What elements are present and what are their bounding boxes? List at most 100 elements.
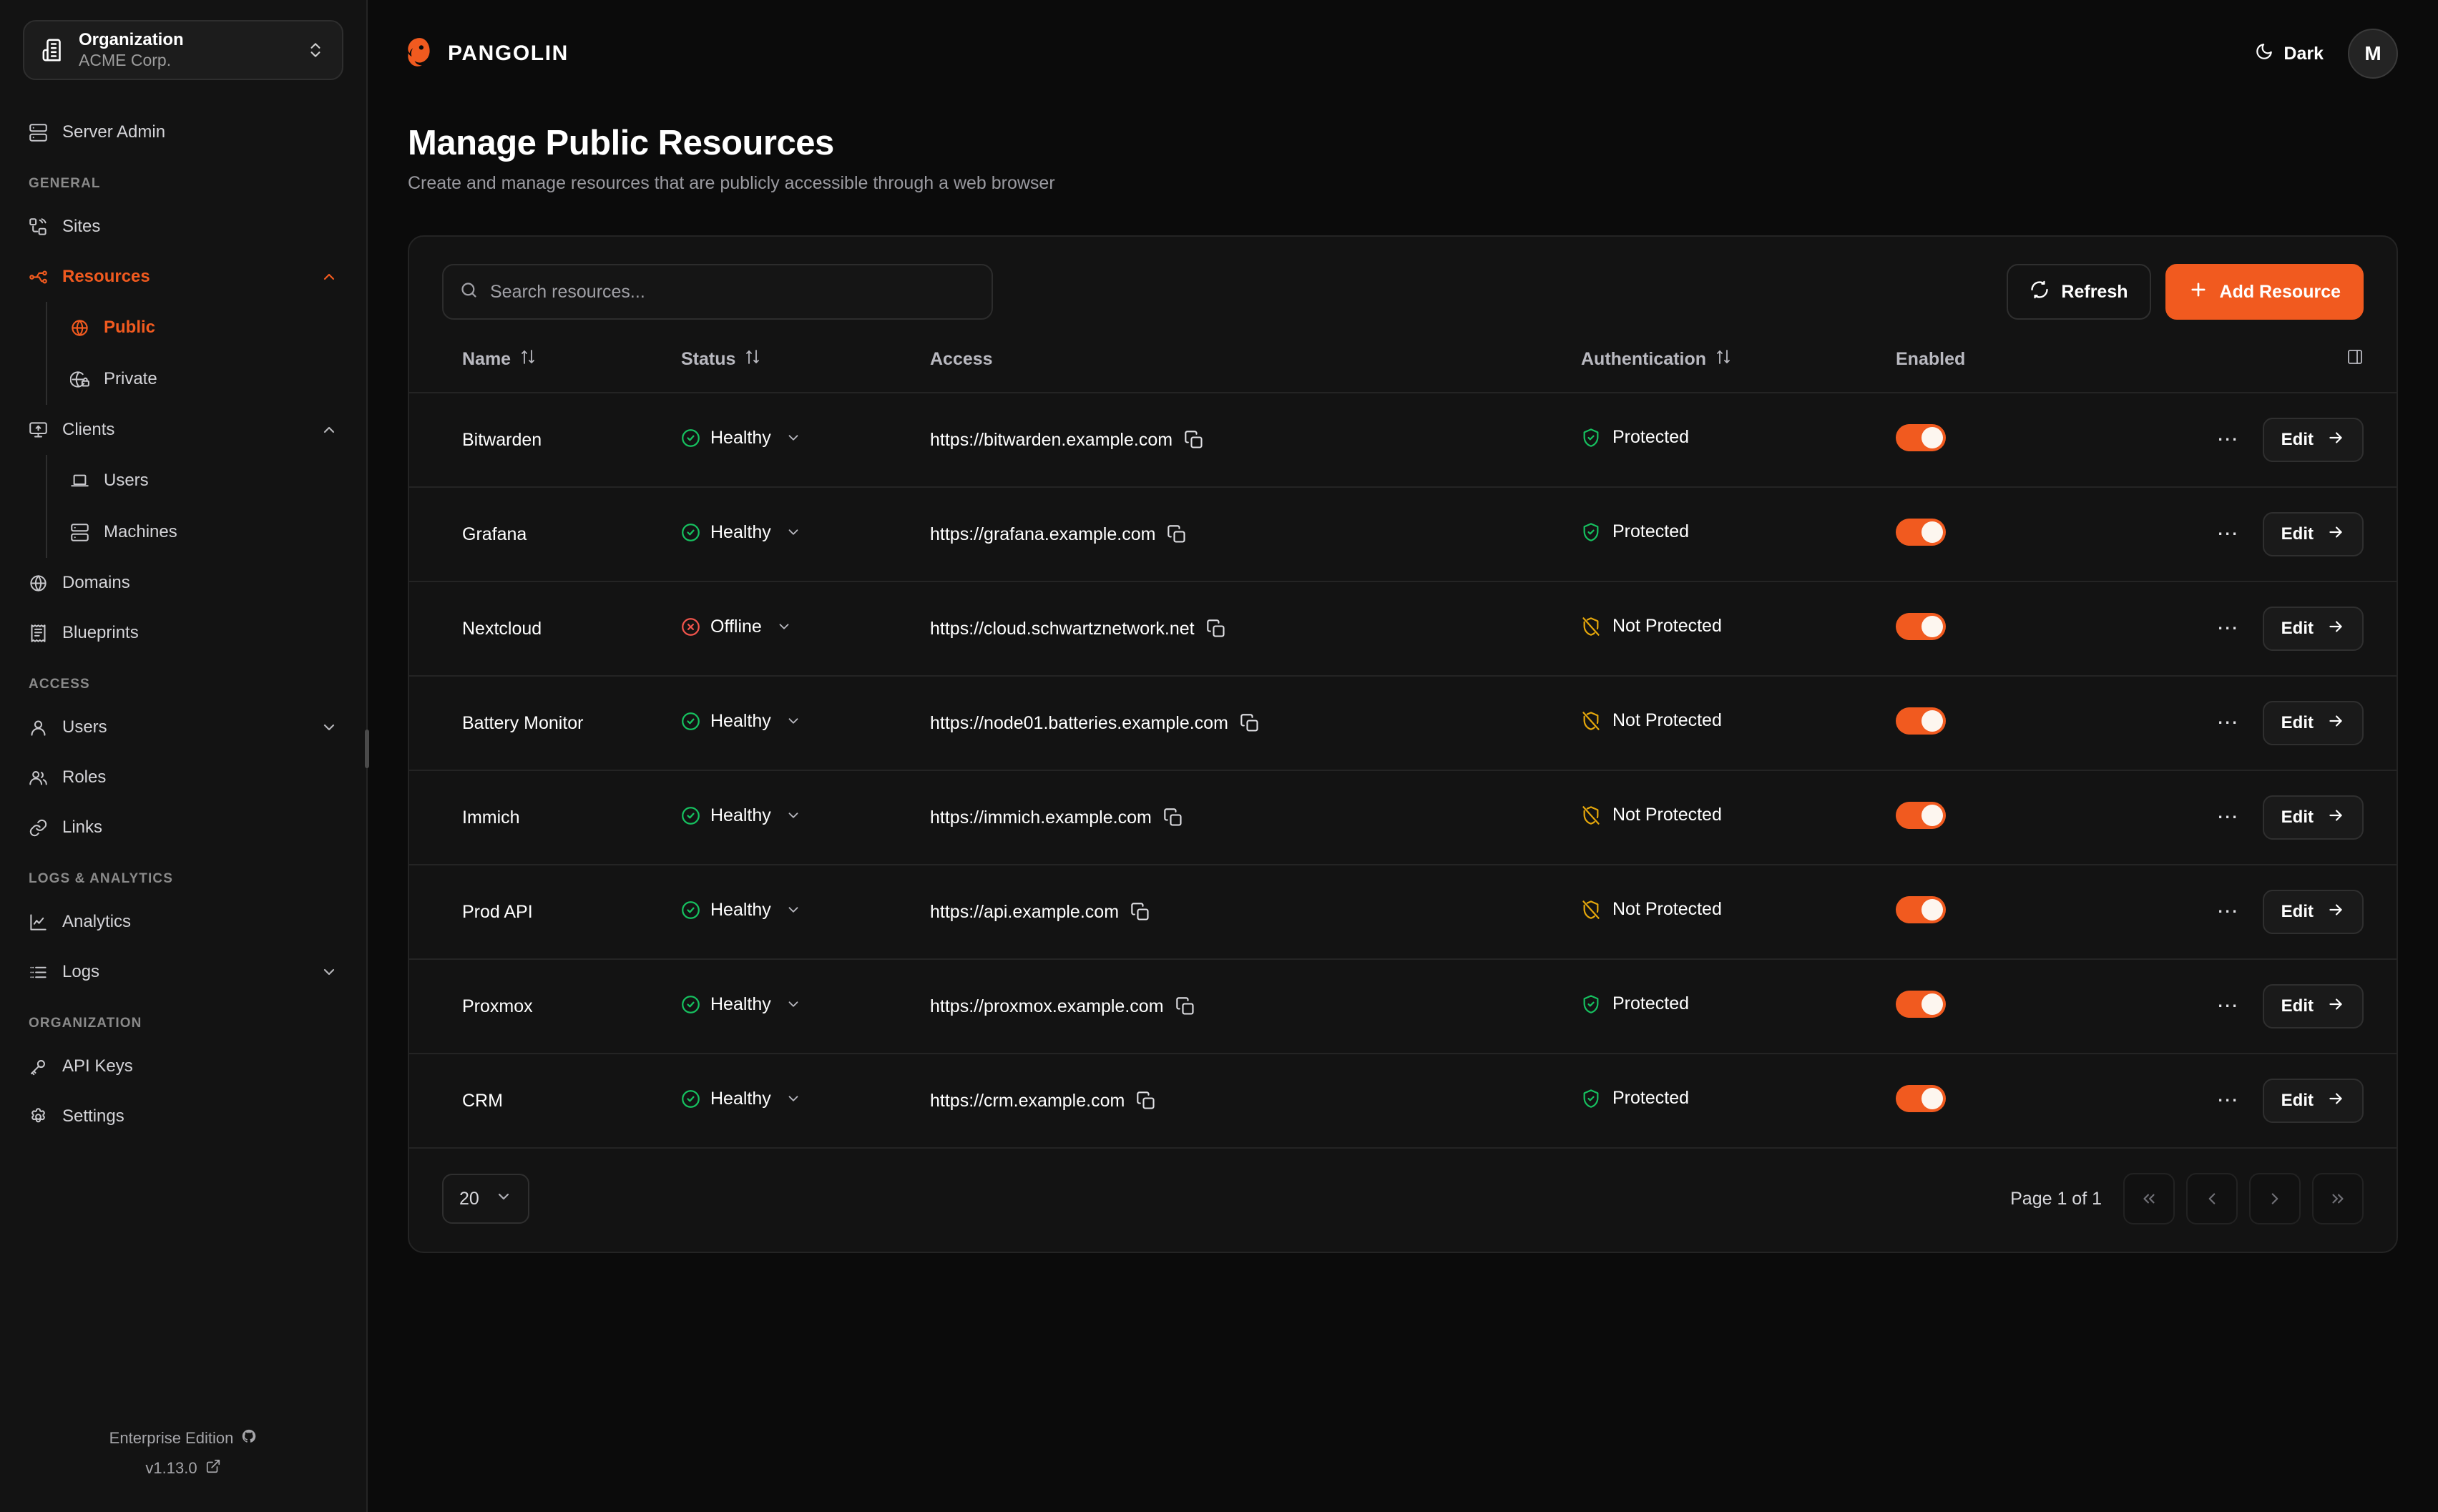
status-badge[interactable]: Healthy (681, 522, 801, 543)
enabled-toggle[interactable] (1896, 423, 1946, 451)
status-badge[interactable]: Healthy (681, 994, 801, 1015)
sidebar-item-blueprints[interactable]: Blueprints (0, 608, 366, 658)
status-badge[interactable]: Healthy (681, 1089, 801, 1109)
status-badge[interactable]: Offline (681, 617, 792, 637)
first-page-button[interactable] (2123, 1173, 2175, 1224)
sidebar-item-domains[interactable]: Domains (0, 558, 366, 608)
status-badge[interactable]: Healthy (681, 711, 801, 732)
row-menu-button[interactable]: ⋯ (2210, 610, 2247, 647)
sort-icon[interactable] (744, 348, 761, 370)
sidebar-item-machines[interactable]: Machines (47, 506, 366, 558)
row-menu-button[interactable]: ⋯ (2210, 1082, 2247, 1119)
edit-button[interactable]: Edit (2262, 1079, 2364, 1123)
column-header-name[interactable]: Name (409, 341, 681, 393)
add-resource-button[interactable]: Add Resource (2165, 264, 2364, 320)
sidebar-item-clients[interactable]: Clients (0, 405, 366, 455)
sidebar-item-api-keys[interactable]: API Keys (0, 1041, 366, 1091)
edit-button[interactable]: Edit (2262, 701, 2364, 745)
enabled-toggle[interactable] (1896, 518, 1946, 546)
enabled-toggle[interactable] (1896, 1084, 1946, 1112)
chevron-down-icon[interactable] (785, 430, 801, 446)
chevron-down-icon[interactable] (785, 1091, 801, 1106)
sidebar-item-roles[interactable]: Roles (0, 752, 366, 802)
edit-button[interactable]: Edit (2262, 984, 2364, 1029)
table-row[interactable]: Proxmox Healthy https://proxmox.example.co… (409, 959, 2397, 1054)
column-header-status[interactable]: Status (681, 341, 930, 393)
sidebar-item-settings[interactable]: Settings (0, 1091, 366, 1142)
table-row[interactable]: Nextcloud Offline https://cloud.schwartzne… (409, 581, 2397, 677)
edit-button[interactable]: Edit (2262, 607, 2364, 651)
chevron-down-icon[interactable] (785, 807, 801, 823)
copy-icon[interactable] (1130, 902, 1150, 922)
copy-icon[interactable] (1163, 807, 1183, 828)
status-badge[interactable]: Healthy (681, 805, 801, 826)
github-icon[interactable] (241, 1428, 257, 1448)
avatar[interactable]: M (2348, 29, 2398, 79)
status-badge[interactable]: Healthy (681, 428, 801, 448)
chevron-down-icon[interactable] (785, 524, 801, 540)
refresh-button[interactable]: Refresh (2007, 264, 2151, 320)
sidebar-item-logs[interactable]: Logs (0, 947, 366, 997)
row-menu-button[interactable]: ⋯ (2210, 893, 2247, 931)
edit-button[interactable]: Edit (2262, 890, 2364, 934)
resource-url[interactable]: https://grafana.example.com (930, 524, 1156, 544)
edit-button[interactable]: Edit (2262, 418, 2364, 462)
row-menu-button[interactable]: ⋯ (2210, 705, 2247, 742)
edit-button[interactable]: Edit (2262, 795, 2364, 840)
org-switcher[interactable]: Organization ACME Corp. (23, 20, 343, 80)
enabled-toggle[interactable] (1896, 707, 1946, 735)
sidebar-item-users[interactable]: Users (0, 702, 366, 752)
copy-icon[interactable] (1184, 430, 1204, 450)
copy-icon[interactable] (1136, 1091, 1156, 1111)
row-menu-button[interactable]: ⋯ (2210, 799, 2247, 836)
resource-url[interactable]: https://node01.batteries.example.com (930, 712, 1228, 733)
sidebar-item-public[interactable]: Public (47, 302, 366, 353)
chevron-down-icon[interactable] (320, 963, 338, 981)
table-row[interactable]: Battery Monitor Healthy https://node01.bat… (409, 676, 2397, 771)
enabled-toggle[interactable] (1896, 895, 1946, 923)
copy-icon[interactable] (1175, 996, 1195, 1016)
row-menu-button[interactable]: ⋯ (2210, 516, 2247, 553)
brand-logo[interactable]: PANGOLIN (401, 36, 569, 72)
copy-icon[interactable] (1167, 524, 1187, 544)
status-badge[interactable]: Healthy (681, 900, 801, 921)
edit-button[interactable]: Edit (2262, 512, 2364, 556)
chevron-up-icon[interactable] (320, 268, 338, 285)
search-input[interactable] (490, 281, 976, 303)
sidebar-item-analytics[interactable]: Analytics (0, 897, 366, 947)
enabled-toggle[interactable] (1896, 990, 1946, 1018)
chevron-down-icon[interactable] (776, 619, 792, 634)
previous-page-button[interactable] (2186, 1173, 2238, 1224)
resource-url[interactable]: https://proxmox.example.com (930, 996, 1164, 1016)
chevron-down-icon[interactable] (785, 902, 801, 918)
column-header-authentication[interactable]: Authentication (1581, 341, 1896, 393)
chevrons-up-down-icon[interactable] (306, 41, 325, 59)
last-page-button[interactable] (2312, 1173, 2364, 1224)
sidebar-resize-handle[interactable] (365, 730, 369, 768)
table-row[interactable]: CRM Healthy https://crm.example.com Protect… (409, 1054, 2397, 1147)
sort-icon[interactable] (1715, 348, 1732, 370)
table-row[interactable]: Grafana Healthy https://grafana.example.co… (409, 487, 2397, 582)
chevron-down-icon[interactable] (785, 713, 801, 729)
sidebar-item-private[interactable]: Private (47, 353, 366, 405)
resource-url[interactable]: https://crm.example.com (930, 1090, 1125, 1111)
sidebar-item-links[interactable]: Links (0, 802, 366, 853)
resource-url[interactable]: https://bitwarden.example.com (930, 429, 1173, 450)
resource-url[interactable]: https://immich.example.com (930, 807, 1152, 828)
external-link-icon[interactable] (205, 1458, 221, 1478)
table-row[interactable]: Bitwarden Healthy https://bitwarden.exampl… (409, 393, 2397, 488)
copy-icon[interactable] (1206, 619, 1226, 639)
panel-right-icon[interactable] (2346, 350, 2364, 370)
resource-url[interactable]: https://cloud.schwartznetwork.net (930, 618, 1195, 639)
theme-toggle[interactable]: Dark (2255, 42, 2324, 66)
chevron-up-icon[interactable] (320, 421, 338, 438)
next-page-button[interactable] (2249, 1173, 2301, 1224)
row-menu-button[interactable]: ⋯ (2210, 988, 2247, 1025)
chevron-down-icon[interactable] (785, 996, 801, 1012)
sidebar-item-server-admin[interactable]: Server Admin (0, 107, 366, 157)
sidebar-item-clients-users[interactable]: Users (47, 455, 366, 506)
enabled-toggle[interactable] (1896, 801, 1946, 829)
sort-icon[interactable] (519, 348, 537, 370)
sidebar-item-sites[interactable]: Sites (0, 202, 366, 252)
row-menu-button[interactable]: ⋯ (2210, 421, 2247, 458)
